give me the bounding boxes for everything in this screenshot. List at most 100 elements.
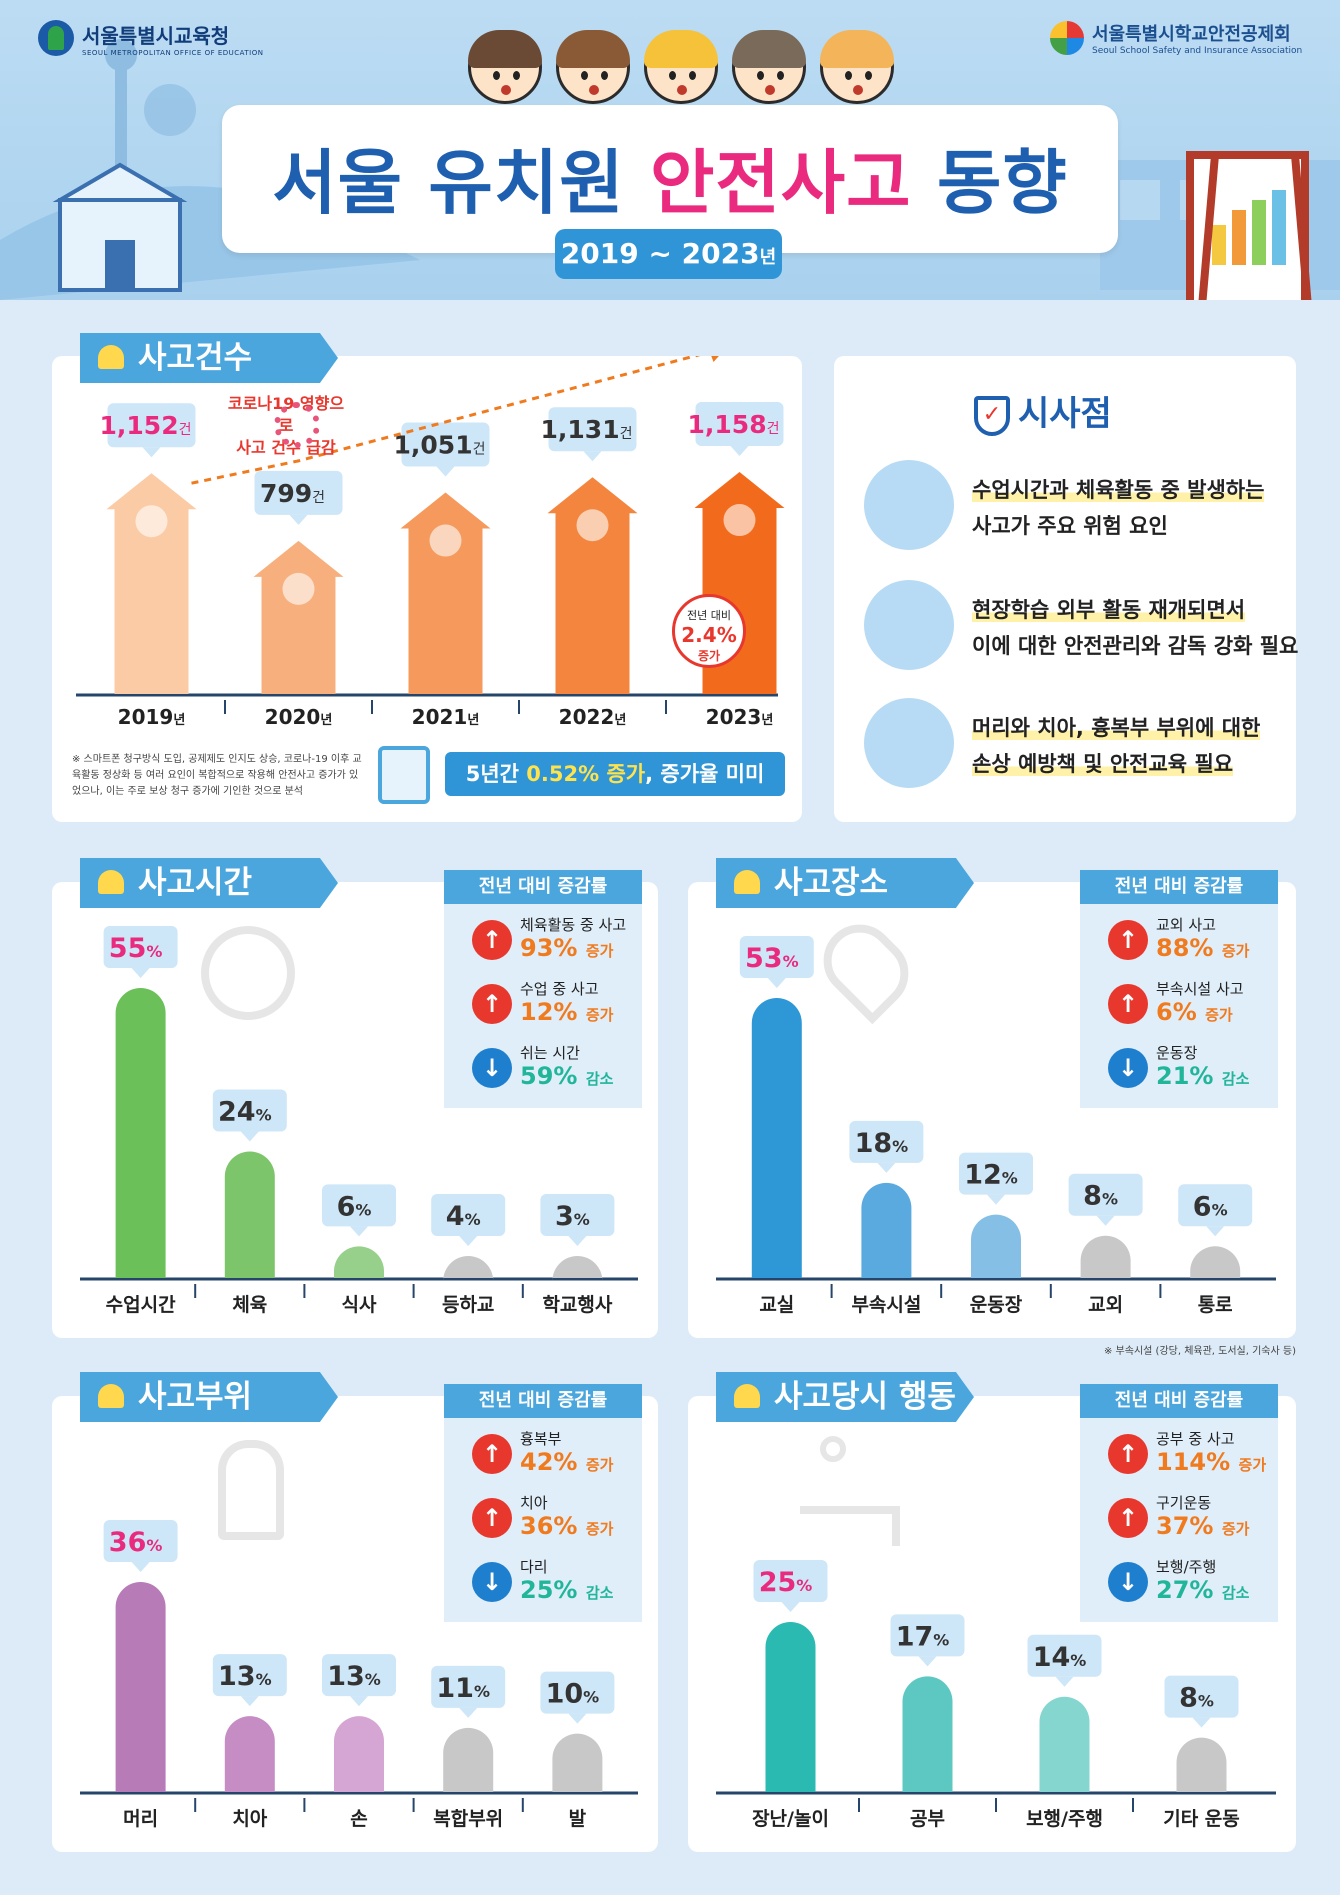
bar-value-label: 18% bbox=[855, 1128, 909, 1159]
trend-arrow-head bbox=[711, 356, 719, 363]
bar bbox=[334, 1246, 384, 1278]
bar bbox=[1080, 1235, 1131, 1278]
value-label-box bbox=[103, 1520, 178, 1562]
category-tick-label: 보행/주행 bbox=[1026, 1808, 1103, 1830]
bar bbox=[552, 1733, 603, 1792]
value-label-pointer bbox=[730, 446, 749, 457]
bar bbox=[443, 1727, 494, 1792]
bar bbox=[1190, 1246, 1241, 1278]
value-label-box bbox=[322, 1654, 396, 1697]
value-label-pointer bbox=[877, 1162, 896, 1173]
value-label-box bbox=[322, 1184, 396, 1227]
category-tick-label: 치아 bbox=[232, 1808, 267, 1830]
org-right-name-en: Seoul School Safety and Insurance Associ… bbox=[1092, 46, 1303, 56]
value-label-pointer bbox=[918, 1656, 937, 1667]
year-tick-label: 2023년 bbox=[706, 705, 774, 729]
bar-value-label: 1,131건 bbox=[541, 415, 633, 444]
place-footnote: ※ 부속시설 (강당, 체육관, 도서실, 기숙사 등) bbox=[1104, 1346, 1296, 1357]
org-left-name-en: SEOUL METROPOLITAN OFFICE OF EDUCATION bbox=[82, 48, 264, 57]
category-tick-label: 등하교 bbox=[442, 1294, 494, 1316]
house-bar bbox=[106, 473, 197, 694]
year-tick-label: 2021년 bbox=[412, 705, 480, 729]
value-label-box bbox=[890, 1614, 965, 1657]
category-tick-label: 장난/놀이 bbox=[752, 1808, 829, 1830]
bar bbox=[971, 1214, 1021, 1278]
time-change-box: 전년 대비 증감률 ↑ 체육활동 중 사고 93% 증가 ↑ 수업 중 사고 12% 증… bbox=[444, 870, 642, 1108]
category-tick-label: 통로 bbox=[1198, 1294, 1233, 1316]
page-title: 서울 유치원 안전사고 동향 bbox=[272, 142, 1068, 224]
value-label-pointer bbox=[1096, 1215, 1115, 1226]
bar-value-label: 53% bbox=[745, 943, 799, 974]
arrow-down-icon: ↓ bbox=[1108, 1562, 1148, 1602]
category-tick-label: 발 bbox=[569, 1808, 587, 1830]
bar-value-label: 1,152건 bbox=[100, 411, 192, 440]
value-label-pointer bbox=[436, 466, 455, 477]
value-label-pointer bbox=[240, 1131, 259, 1142]
category-tick-label: 체육 bbox=[232, 1294, 267, 1316]
value-label-box bbox=[1027, 1634, 1102, 1677]
arrow-down-icon: ↓ bbox=[472, 1048, 512, 1088]
bar bbox=[115, 988, 166, 1278]
house-bar bbox=[253, 540, 344, 694]
category-tick-label: 머리 bbox=[123, 1808, 158, 1830]
house-bar bbox=[547, 477, 638, 694]
category-tick-label: 수업시간 bbox=[106, 1294, 176, 1316]
value-label-box bbox=[1068, 1173, 1143, 1216]
place-change-box: 전년 대비 증감률 ↑ 교외 사고 88% 증가 ↑ 부속시설 사고 6% 증가 ↓ 운동… bbox=[1080, 870, 1278, 1108]
category-tick-label: 운동장 bbox=[970, 1294, 1023, 1316]
count-footnote: ※ 스마트폰 청구방식 도입, 공제제도 인지도 상승, 코로나-19 이후 교… bbox=[72, 754, 362, 797]
children-icon bbox=[429, 524, 462, 557]
child-face-icon bbox=[556, 30, 630, 104]
value-label-pointer bbox=[142, 447, 161, 458]
arrow-down-icon: ↓ bbox=[472, 1562, 512, 1602]
year-range-badge: 2019 ~ 2023년 bbox=[555, 229, 782, 279]
bar-value-label: 1,158건 bbox=[688, 410, 780, 439]
arrow-up-icon: ↑ bbox=[472, 920, 512, 960]
house-bar bbox=[400, 492, 491, 694]
bar bbox=[552, 1256, 603, 1281]
value-label-box bbox=[739, 936, 814, 978]
bar bbox=[765, 1622, 816, 1792]
child-face-icon bbox=[644, 30, 718, 104]
value-label-pointer bbox=[1055, 1676, 1074, 1687]
action-change-box: 전년 대비 증감률 ↑ 공부 중 사고 114% 증가 ↑ 구기운동 37% 증가 ↓ 보… bbox=[1080, 1384, 1278, 1622]
org-right-name: 서울특별시학교안전공제회 bbox=[1092, 24, 1291, 45]
value-label-box bbox=[959, 1152, 1033, 1195]
head-injury-icon bbox=[864, 698, 954, 788]
value-label-box bbox=[103, 926, 178, 968]
change-box-title: 전년 대비 증감률 bbox=[1080, 1384, 1278, 1418]
value-label-box bbox=[1178, 1184, 1253, 1227]
change-box-title: 전년 대비 증감률 bbox=[444, 870, 642, 904]
running-stairs-icon bbox=[790, 1436, 900, 1546]
arrow-up-icon: ↑ bbox=[1108, 920, 1148, 960]
value-label-box bbox=[1164, 1675, 1239, 1718]
category-tick-label: 복합부위 bbox=[433, 1808, 503, 1830]
value-label-pointer bbox=[568, 1236, 587, 1246]
value-label-box bbox=[540, 1671, 615, 1714]
city-skyline-illustration bbox=[0, 39, 1340, 300]
child-face-icon bbox=[732, 30, 806, 104]
calendar-icon bbox=[378, 746, 430, 804]
bar-value-label: 799건 bbox=[260, 479, 325, 508]
change-box-title: 전년 대비 증감률 bbox=[444, 1384, 642, 1418]
children-icon bbox=[576, 509, 609, 542]
insight-item: 현장학습 외부 활동 재개되면서 이에 대한 안전관리와 감독 강화 필요 bbox=[864, 580, 1298, 680]
bar bbox=[902, 1676, 953, 1792]
insights-panel: ✓ 시사점 수업시간과 체육활동 중 발생하는 사고가 주요 위험 요인 현장학습 … bbox=[834, 356, 1298, 822]
bar bbox=[115, 1582, 166, 1792]
accident-count-chart: 1,152건 2019년 799건 2020년 1,051건 2021년 1,131건 202… bbox=[76, 356, 785, 729]
category-tick-label: 기타 운동 bbox=[1163, 1808, 1240, 1830]
arrow-up-icon: ↑ bbox=[472, 1498, 512, 1538]
value-label-pointer bbox=[1206, 1226, 1225, 1237]
category-tick-label: 손 bbox=[350, 1808, 367, 1830]
value-label-pointer bbox=[568, 1713, 587, 1724]
value-label-box bbox=[540, 1194, 615, 1236]
value-label-pointer bbox=[459, 1707, 478, 1718]
virus-icon bbox=[274, 402, 320, 448]
insights-title: ✓ 시사점 bbox=[974, 386, 1112, 436]
value-label-box bbox=[695, 402, 784, 447]
value-label-box bbox=[107, 403, 196, 448]
